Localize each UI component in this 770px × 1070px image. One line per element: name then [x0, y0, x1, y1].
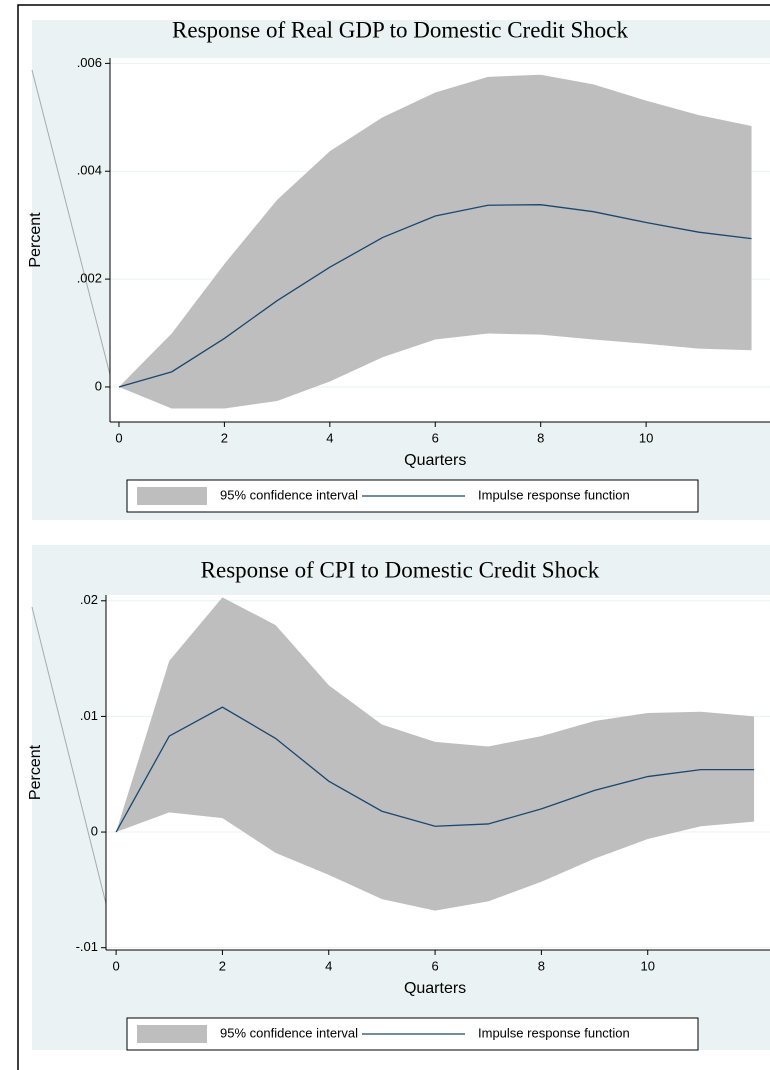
y-tick-label: 0: [91, 823, 98, 838]
x-tick-label: 6: [432, 430, 439, 445]
y-axis-title: Percent: [27, 212, 44, 268]
irf-line: [115, 706, 755, 833]
confidence-band: [118, 74, 752, 409]
page-border: [17, 4, 770, 1070]
y-tick-label: -.01: [76, 939, 98, 954]
y-tick-label: 0: [95, 378, 102, 393]
x-axis-title: Quarters: [404, 980, 466, 997]
x-tick-label: 4: [326, 430, 333, 445]
y-tick-label: .01: [80, 708, 98, 723]
x-tick-label: 8: [537, 430, 544, 445]
confidence-band: [116, 597, 755, 911]
x-tick-label: 6: [431, 958, 438, 973]
artifact-line: [31, 69, 111, 375]
y-tick-label: .002: [77, 271, 102, 286]
legend-swatch: [137, 487, 207, 505]
x-tick-label: 2: [221, 430, 228, 445]
x-axis-title: Quarters: [404, 452, 466, 469]
artifact-line: [31, 606, 107, 904]
legend-label: 95% confidence interval: [220, 1025, 358, 1040]
chart-title: Response of CPI to Domestic Credit Shock: [201, 557, 600, 582]
chart: Response of Real GDP to Domestic Credit …: [27, 17, 770, 520]
irf-line: [118, 204, 752, 388]
y-tick-label: .02: [80, 592, 98, 607]
x-tick-label: 2: [219, 958, 226, 973]
x-tick-label: 0: [115, 430, 122, 445]
y-tick-label: .004: [77, 163, 102, 178]
legend-label: 95% confidence interval: [220, 487, 358, 502]
legend-label: Impulse response function: [478, 1025, 630, 1040]
x-tick-label: 0: [112, 958, 119, 973]
legend-swatch: [137, 1025, 207, 1043]
y-tick-label: .006: [77, 55, 102, 70]
x-tick-label: 4: [325, 958, 332, 973]
y-axis-title: Percent: [27, 744, 44, 800]
chart: Response of CPI to Domestic Credit Shock…: [27, 545, 770, 1051]
x-tick-label: 10: [639, 430, 653, 445]
legend-label: Impulse response function: [478, 487, 630, 502]
x-tick-label: 10: [640, 958, 654, 973]
x-tick-label: 8: [538, 958, 545, 973]
chart-title: Response of Real GDP to Domestic Credit …: [172, 17, 628, 42]
